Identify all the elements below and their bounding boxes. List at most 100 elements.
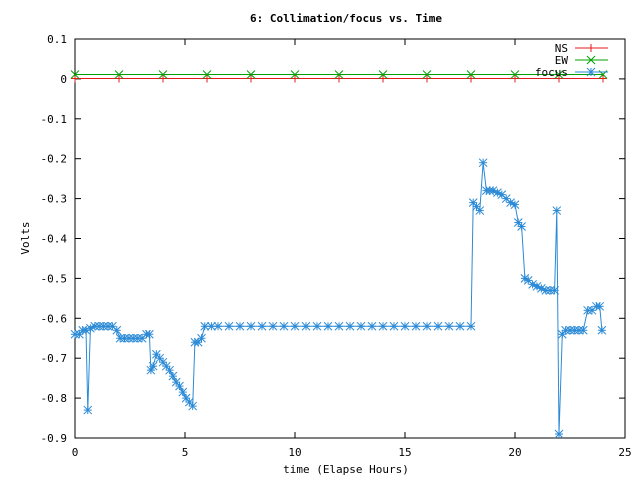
data-point [378, 70, 388, 79]
series-line-focus [75, 162, 603, 435]
data-point [165, 365, 174, 375]
data-point [246, 70, 256, 79]
data-point [597, 325, 607, 335]
data-point [554, 70, 564, 79]
data-point [550, 286, 559, 295]
data-point [213, 321, 223, 331]
legend-label: EW [555, 54, 569, 67]
y-tick-label: -0.5 [41, 272, 68, 285]
data-point [145, 329, 154, 339]
data-point [224, 321, 234, 331]
x-tick-label: 5 [182, 446, 189, 459]
data-point [595, 301, 605, 311]
data-point [168, 371, 178, 381]
data-point [475, 206, 485, 215]
data-point [235, 321, 245, 331]
data-point [345, 321, 355, 331]
data-point [400, 321, 410, 331]
data-point [247, 74, 255, 83]
data-point [99, 321, 108, 331]
data-point [511, 74, 519, 83]
legend-label: NS [555, 42, 568, 55]
axes: 0 5 10 15 20 25 0.1 0 -0.1 -0.2 -0.3 -0.4 -0.5 -0.6 -0… [41, 33, 632, 459]
data-point [555, 74, 563, 83]
data-point [279, 321, 289, 331]
data-point [561, 325, 570, 335]
data-point [335, 74, 343, 83]
data-point [510, 200, 520, 209]
legend-label: focus [535, 66, 568, 79]
data-point [466, 70, 476, 79]
y-tick-label: -0.2 [41, 153, 68, 166]
legend-marker [586, 55, 596, 65]
data-point [356, 321, 366, 331]
legend-marker [586, 67, 596, 77]
data-point [112, 325, 122, 335]
y-tick-label: -0.1 [41, 113, 68, 126]
data-point [378, 321, 388, 331]
chart-title: 6: Collimation/focus vs. Time [250, 12, 442, 25]
y-tick-label: -0.6 [41, 312, 68, 325]
data-point [257, 321, 267, 331]
data-point [114, 70, 124, 79]
data-point [200, 321, 210, 331]
legend-marker [587, 44, 595, 52]
data-point [81, 325, 91, 335]
data-point [389, 321, 399, 331]
y-tick-label: 0 [60, 73, 67, 86]
y-axis-label: Volts [19, 221, 32, 254]
data-point [466, 321, 476, 331]
series-layer [70, 70, 608, 439]
y-tick-label: -0.4 [41, 233, 68, 246]
data-point [532, 282, 542, 291]
data-point [148, 361, 158, 371]
x-tick-label: 10 [288, 446, 301, 459]
y-tick-label: -0.8 [41, 392, 68, 405]
series-NS [71, 74, 607, 83]
data-point [115, 74, 123, 83]
data-point [411, 321, 421, 331]
data-point [552, 206, 562, 215]
data-point [291, 74, 299, 83]
data-point [433, 321, 443, 331]
plot-frame [74, 38, 626, 439]
data-point [246, 321, 256, 331]
data-point [444, 321, 454, 331]
data-point [423, 74, 431, 83]
x-tick-label: 20 [508, 446, 521, 459]
x-tick-label: 15 [398, 446, 411, 459]
data-point [202, 70, 212, 79]
series-focus [70, 158, 607, 439]
data-point [510, 70, 520, 79]
data-point [159, 74, 167, 83]
data-point [94, 321, 104, 331]
data-point [334, 70, 344, 79]
data-point [268, 321, 278, 331]
x-tick-label: 0 [72, 446, 79, 459]
data-point [197, 333, 206, 343]
data-point [301, 321, 311, 331]
data-point [467, 74, 475, 83]
data-point [587, 305, 597, 315]
x-tick-label: 25 [618, 446, 631, 459]
data-point [323, 321, 333, 331]
y-tick-label: -0.9 [41, 432, 68, 445]
data-point [478, 158, 488, 168]
y-tick-label: -0.3 [41, 193, 68, 206]
data-point [367, 321, 377, 331]
data-point [422, 321, 432, 331]
data-point [554, 429, 564, 439]
data-point [455, 321, 465, 331]
data-point [517, 222, 526, 231]
data-point [379, 74, 387, 83]
data-point [83, 405, 93, 415]
data-point [290, 70, 300, 79]
x-axis-label: time (Elapse Hours) [283, 463, 409, 476]
data-point [599, 74, 607, 83]
series-EW [70, 70, 608, 79]
data-point [422, 70, 432, 79]
data-point [158, 70, 168, 79]
data-point [312, 321, 322, 331]
